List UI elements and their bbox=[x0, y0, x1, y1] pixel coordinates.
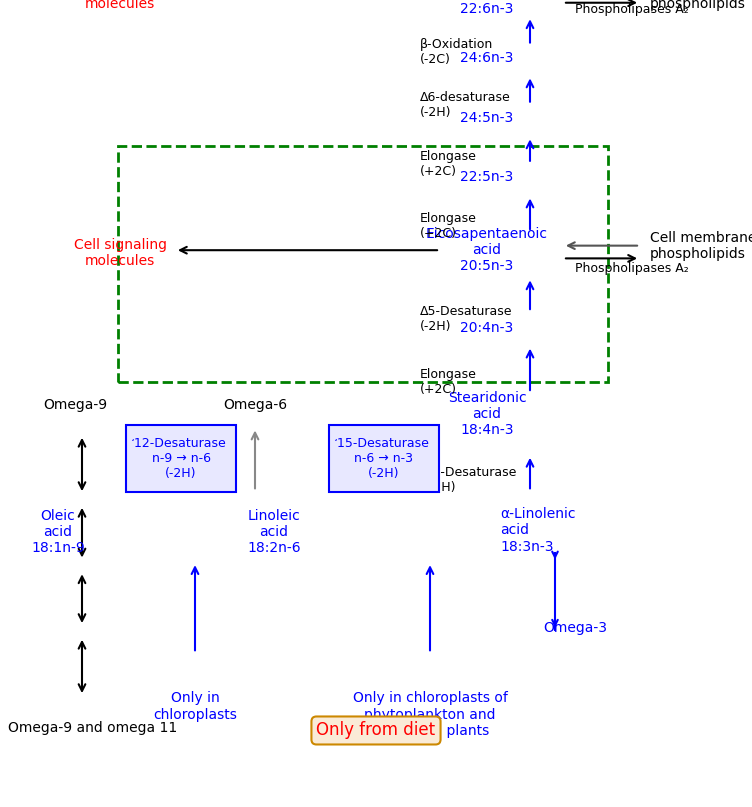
Bar bbox=[118, 145, 608, 383]
Text: Elongase
(+2C): Elongase (+2C) bbox=[420, 150, 477, 178]
Text: ̒15-Desaturase
n-6 → n-3
(-2H): ̒15-Desaturase n-6 → n-3 (-2H) bbox=[338, 437, 430, 480]
Text: Eicosapentaenoic
acid
20:5n-3: Eicosapentaenoic acid 20:5n-3 bbox=[426, 227, 548, 274]
Text: Cell signaling
molecules: Cell signaling molecules bbox=[74, 0, 166, 10]
Text: Only in
chloroplasts: Only in chloroplasts bbox=[153, 692, 237, 721]
Text: Only from diet: Only from diet bbox=[317, 721, 435, 739]
Text: Omega-6: Omega-6 bbox=[223, 398, 287, 412]
Text: 22:5n-3: 22:5n-3 bbox=[460, 170, 514, 185]
Text: 24:5n-3: 24:5n-3 bbox=[460, 111, 514, 125]
Text: Linoleic
acid
18:2n-6: Linoleic acid 18:2n-6 bbox=[247, 509, 301, 555]
Text: Cell membrane
phospholipids: Cell membrane phospholipids bbox=[650, 231, 752, 261]
Text: Δ5-Desaturase
(-2H): Δ5-Desaturase (-2H) bbox=[420, 305, 513, 332]
Text: Δ6-Desaturase
(-2H): Δ6-Desaturase (-2H) bbox=[425, 466, 517, 494]
Text: Elongase
(+2C): Elongase (+2C) bbox=[420, 369, 477, 396]
Text: Omega-9 and omega 11: Omega-9 and omega 11 bbox=[8, 721, 177, 735]
Text: Elongase
(+2C): Elongase (+2C) bbox=[420, 212, 477, 240]
FancyBboxPatch shape bbox=[329, 424, 439, 492]
FancyBboxPatch shape bbox=[126, 424, 236, 492]
Text: Phospholipases A₂: Phospholipases A₂ bbox=[575, 2, 689, 15]
Text: Cell signaling
molecules: Cell signaling molecules bbox=[74, 238, 166, 268]
Text: Only in chloroplasts of
phytoplankton and
some land plants: Only in chloroplasts of phytoplankton an… bbox=[353, 692, 508, 738]
Text: ̒12-Desaturase
n-9 → n-6
(-2H): ̒12-Desaturase n-9 → n-6 (-2H) bbox=[135, 437, 227, 480]
Text: α-Linolenic
acid
18:3n-3: α-Linolenic acid 18:3n-3 bbox=[500, 508, 575, 554]
Text: 24:6n-3: 24:6n-3 bbox=[460, 51, 514, 65]
Text: Cell membrane
phospholipids: Cell membrane phospholipids bbox=[650, 0, 752, 10]
Text: Omega-3: Omega-3 bbox=[543, 621, 607, 635]
Text: 20:4n-3: 20:4n-3 bbox=[460, 320, 514, 335]
Text: Oleic
acid
18:1n-9: Oleic acid 18:1n-9 bbox=[31, 509, 85, 555]
Text: Δ6-desaturase
(-2H): Δ6-desaturase (-2H) bbox=[420, 91, 511, 119]
Text: Stearidonic
acid
18:4n-3: Stearidonic acid 18:4n-3 bbox=[447, 391, 526, 437]
Text: β-Oxidation
(-2C): β-Oxidation (-2C) bbox=[420, 38, 493, 66]
Text: Omega-9: Omega-9 bbox=[43, 398, 107, 412]
Text: Phospholipases A₂: Phospholipases A₂ bbox=[575, 262, 689, 275]
Text: Docosahexaenoic
acid
22:6n-3: Docosahexaenoic acid 22:6n-3 bbox=[426, 0, 548, 16]
